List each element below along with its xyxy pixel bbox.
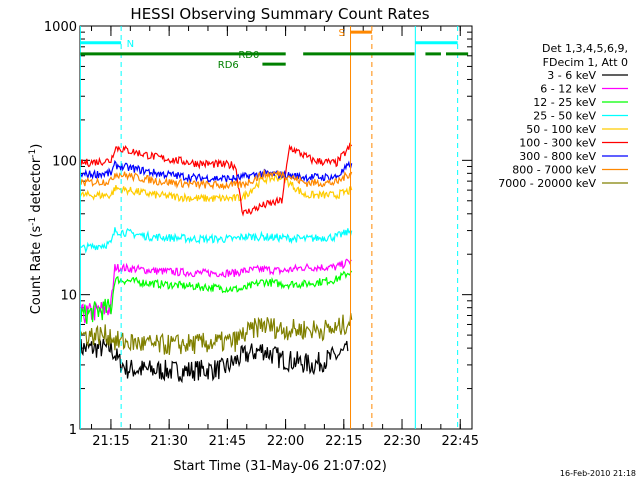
- y-axis-label-sup1: -1: [28, 217, 38, 226]
- series-line-5: [80, 173, 353, 203]
- y-axis-label: Count Rate (s-1 detector-1): [28, 144, 44, 315]
- legend-entry-label: 25 - 50 keV: [533, 110, 596, 123]
- x-tick-label: 22:30: [383, 434, 420, 449]
- legend-entry-label: 800 - 7000 keV: [512, 164, 596, 177]
- x-tick-label: 22:15: [325, 434, 362, 449]
- series-line-4: [80, 227, 353, 254]
- x-tick-label: 22:45: [442, 434, 479, 449]
- series-line-8: [80, 168, 353, 191]
- legend-entry-label: 300 - 800 keV: [519, 150, 596, 163]
- x-axis-label: Start Time (31-May-06 21:07:02): [173, 459, 387, 474]
- x-tick-label: 21:15: [92, 434, 129, 449]
- series-line-9: [80, 313, 353, 355]
- series-line-6: [80, 142, 353, 217]
- x-tick-label: 21:30: [150, 434, 187, 449]
- y-axis-label-mid: detector: [29, 157, 44, 217]
- legend-header-line: FDecim 1, Att 0: [543, 56, 628, 69]
- y-axis-label-end: ): [29, 144, 44, 149]
- flag-label-rd0: RD0: [238, 50, 259, 61]
- x-tick-label: 22:00: [267, 434, 304, 449]
- series-line-1: [80, 338, 349, 384]
- legend-entry-label: 3 - 6 keV: [547, 69, 596, 82]
- y-tick-label: 10: [60, 289, 77, 304]
- legend-entry-label: 7000 - 20000 keV: [498, 177, 596, 190]
- y-axis-label-sup2: -1: [28, 149, 38, 158]
- y-axis-label-main: Count Rate (s: [29, 226, 44, 315]
- flag-label-s: S: [338, 28, 344, 39]
- legend-entry-label: 12 - 25 keV: [533, 96, 596, 109]
- legend: Det 1,3,4,5,6,9,FDecim 1, Att 03 - 6 keV…: [498, 42, 628, 190]
- legend-entry-label: 6 - 12 keV: [540, 83, 596, 96]
- legend-entry-label: 100 - 300 keV: [519, 137, 596, 150]
- y-tick-label: 1: [69, 423, 77, 438]
- plot-area: 1 10 100 1000 21:15 21:30 21:45 22:00 22:15 22:30…: [44, 20, 479, 449]
- series-line-3: [80, 270, 353, 325]
- plot-content: [80, 26, 469, 429]
- y-tick-label: 100: [52, 154, 77, 169]
- flag-label-n: N: [127, 39, 134, 50]
- footer-timestamp: 16-Feb-2010 21:18: [560, 469, 636, 478]
- x-tick-label: 21:45: [209, 434, 246, 449]
- series-line-2: [80, 258, 352, 324]
- y-tick-label: 1000: [44, 20, 77, 35]
- series-line-7: [80, 159, 353, 184]
- flag-label-rd6: RD6: [218, 60, 239, 71]
- legend-header-line: Det 1,3,4,5,6,9,: [542, 42, 628, 55]
- chart-title: HESSI Observing Summary Count Rates: [130, 5, 429, 23]
- legend-entry-label: 50 - 100 keV: [526, 123, 596, 136]
